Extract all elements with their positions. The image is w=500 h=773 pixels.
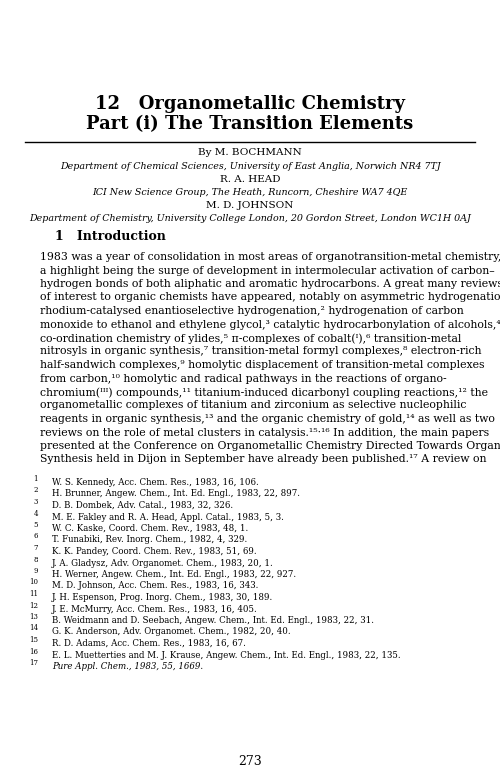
Text: 2: 2 <box>34 486 38 495</box>
Text: rhodium-catalysed enantioselective hydrogenation,² hydrogenation of carbon: rhodium-catalysed enantioselective hydro… <box>40 306 464 316</box>
Text: presented at the Conference on Organometallic Chemistry Directed Towards Organic: presented at the Conference on Organomet… <box>40 441 500 451</box>
Text: 13: 13 <box>29 613 38 621</box>
Text: H. Brunner, Angew. Chem., Int. Ed. Engl., 1983, 22, 897.: H. Brunner, Angew. Chem., Int. Ed. Engl.… <box>52 489 300 499</box>
Text: a highlight being the surge of development in intermolecular activation of carbo: a highlight being the surge of developme… <box>40 265 495 275</box>
Text: 5: 5 <box>34 521 38 529</box>
Text: M. E. Fakley and R. A. Head, Appl. Catal., 1983, 5, 3.: M. E. Fakley and R. A. Head, Appl. Catal… <box>52 512 284 522</box>
Text: G. K. Anderson, Adv. Organomet. Chem., 1982, 20, 40.: G. K. Anderson, Adv. Organomet. Chem., 1… <box>52 628 290 636</box>
Text: reagents in organic synthesis,¹³ and the organic chemistry of gold,¹⁴ as well as: reagents in organic synthesis,¹³ and the… <box>40 414 495 424</box>
Text: By M. BOCHMANN: By M. BOCHMANN <box>198 148 302 157</box>
Text: 17: 17 <box>29 659 38 667</box>
Text: J. E. McMurry, Acc. Chem. Res., 1983, 16, 405.: J. E. McMurry, Acc. Chem. Res., 1983, 16… <box>52 604 258 614</box>
Text: D. B. Dombek, Adv. Catal., 1983, 32, 326.: D. B. Dombek, Adv. Catal., 1983, 32, 326… <box>52 501 233 510</box>
Text: Department of Chemistry, University College London, 20 Gordon Street, London WC1: Department of Chemistry, University Coll… <box>29 214 471 223</box>
Text: J. A. Gladysz, Adv. Organomet. Chem., 1983, 20, 1.: J. A. Gladysz, Adv. Organomet. Chem., 19… <box>52 559 274 567</box>
Text: W. C. Kaske, Coord. Chem. Rev., 1983, 48, 1.: W. C. Kaske, Coord. Chem. Rev., 1983, 48… <box>52 524 248 533</box>
Text: half-sandwich complexes,⁹ homolytic displacement of transition-metal complexes: half-sandwich complexes,⁹ homolytic disp… <box>40 360 484 370</box>
Text: organometallic complexes of titanium and zirconium as selective nucleophilic: organometallic complexes of titanium and… <box>40 400 467 410</box>
Text: 12: 12 <box>29 601 38 609</box>
Text: R. A. HEAD: R. A. HEAD <box>220 175 280 184</box>
Text: 12   Organometallic Chemistry: 12 Organometallic Chemistry <box>95 95 405 113</box>
Text: ICI New Science Group, The Heath, Runcorn, Cheshire WA7 4QE: ICI New Science Group, The Heath, Runcor… <box>92 188 407 197</box>
Text: R. D. Adams, Acc. Chem. Res., 1983, 16, 67.: R. D. Adams, Acc. Chem. Res., 1983, 16, … <box>52 639 246 648</box>
Text: 6: 6 <box>34 533 38 540</box>
Text: 1983 was a year of consolidation in most areas of organotransition-metal chemist: 1983 was a year of consolidation in most… <box>40 252 500 262</box>
Text: M. D. JOHNSON: M. D. JOHNSON <box>206 201 294 210</box>
Text: co-ordination chemistry of ylides,⁵ π-complexes of cobalt(ᴵ),⁶ transition-metal: co-ordination chemistry of ylides,⁵ π-co… <box>40 333 462 343</box>
Text: M. D. Johnson, Acc. Chem. Res., 1983, 16, 343.: M. D. Johnson, Acc. Chem. Res., 1983, 16… <box>52 581 258 591</box>
Text: of interest to organic chemists have appeared, notably on asymmetric hydrogenati: of interest to organic chemists have app… <box>40 292 500 302</box>
Text: hydrogen bonds of both aliphatic and aromatic hydrocarbons. A great many reviews: hydrogen bonds of both aliphatic and aro… <box>40 279 500 289</box>
Text: 15: 15 <box>29 636 38 644</box>
Text: nitrosyls in organic synthesis,⁷ transition-metal formyl complexes,⁸ electron-ri: nitrosyls in organic synthesis,⁷ transit… <box>40 346 482 356</box>
Text: Part (i) The Transition Elements: Part (i) The Transition Elements <box>86 115 413 133</box>
Text: B. Weidmann and D. Seebach, Angew. Chem., Int. Ed. Engl., 1983, 22, 31.: B. Weidmann and D. Seebach, Angew. Chem.… <box>52 616 374 625</box>
Text: 7: 7 <box>34 544 38 552</box>
Text: W. S. Kennedy, Acc. Chem. Res., 1983, 16, 106.: W. S. Kennedy, Acc. Chem. Res., 1983, 16… <box>52 478 259 487</box>
Text: reviews on the role of metal clusters in catalysis.¹⁵·¹⁶ In addition, the main p: reviews on the role of metal clusters in… <box>40 427 489 438</box>
Text: 4: 4 <box>34 509 38 517</box>
Text: 14: 14 <box>29 625 38 632</box>
Text: E. L. Muetterties and M. J. Krause, Angew. Chem., Int. Ed. Engl., 1983, 22, 135.: E. L. Muetterties and M. J. Krause, Ange… <box>52 651 401 659</box>
Text: 8: 8 <box>34 556 38 564</box>
Text: Synthesis held in Dijon in September have already been published.¹⁷ A review on: Synthesis held in Dijon in September hav… <box>40 455 486 465</box>
Text: K. K. Pandey, Coord. Chem. Rev., 1983, 51, 69.: K. K. Pandey, Coord. Chem. Rev., 1983, 5… <box>52 547 256 556</box>
Text: Department of Chemical Sciences, University of East Anglia, Norwich NR4 7TJ: Department of Chemical Sciences, Univers… <box>60 162 440 171</box>
Text: from carbon,¹⁰ homolytic and radical pathways in the reactions of organo-: from carbon,¹⁰ homolytic and radical pat… <box>40 373 446 383</box>
Text: 1: 1 <box>34 475 38 483</box>
Text: 273: 273 <box>238 755 262 768</box>
Text: 16: 16 <box>29 648 38 656</box>
Text: monoxide to ethanol and ethylene glycol,³ catalytic hydrocarbonylation of alcoho: monoxide to ethanol and ethylene glycol,… <box>40 319 500 329</box>
Text: J. H. Espenson, Prog. Inorg. Chem., 1983, 30, 189.: J. H. Espenson, Prog. Inorg. Chem., 1983… <box>52 593 273 602</box>
Text: T. Funabiki, Rev. Inorg. Chem., 1982, 4, 329.: T. Funabiki, Rev. Inorg. Chem., 1982, 4,… <box>52 536 247 544</box>
Text: 3: 3 <box>34 498 38 506</box>
Text: 11: 11 <box>29 590 38 598</box>
Text: 1   Introduction: 1 Introduction <box>55 230 166 243</box>
Text: chromium(ᴵᴵᴵ) compounds,¹¹ titanium-induced dicarbonyl coupling reactions,¹² the: chromium(ᴵᴵᴵ) compounds,¹¹ titanium-indu… <box>40 387 488 397</box>
Text: H. Werner, Angew. Chem., Int. Ed. Engl., 1983, 22, 927.: H. Werner, Angew. Chem., Int. Ed. Engl.,… <box>52 570 296 579</box>
Text: 9: 9 <box>34 567 38 575</box>
Text: Pure Appl. Chem., 1983, 55, 1669.: Pure Appl. Chem., 1983, 55, 1669. <box>52 662 203 671</box>
Text: 10: 10 <box>29 578 38 587</box>
